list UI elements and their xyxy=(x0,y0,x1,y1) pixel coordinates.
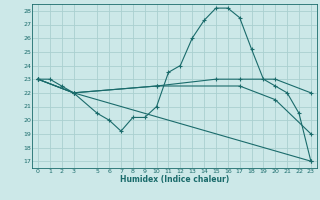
X-axis label: Humidex (Indice chaleur): Humidex (Indice chaleur) xyxy=(120,175,229,184)
